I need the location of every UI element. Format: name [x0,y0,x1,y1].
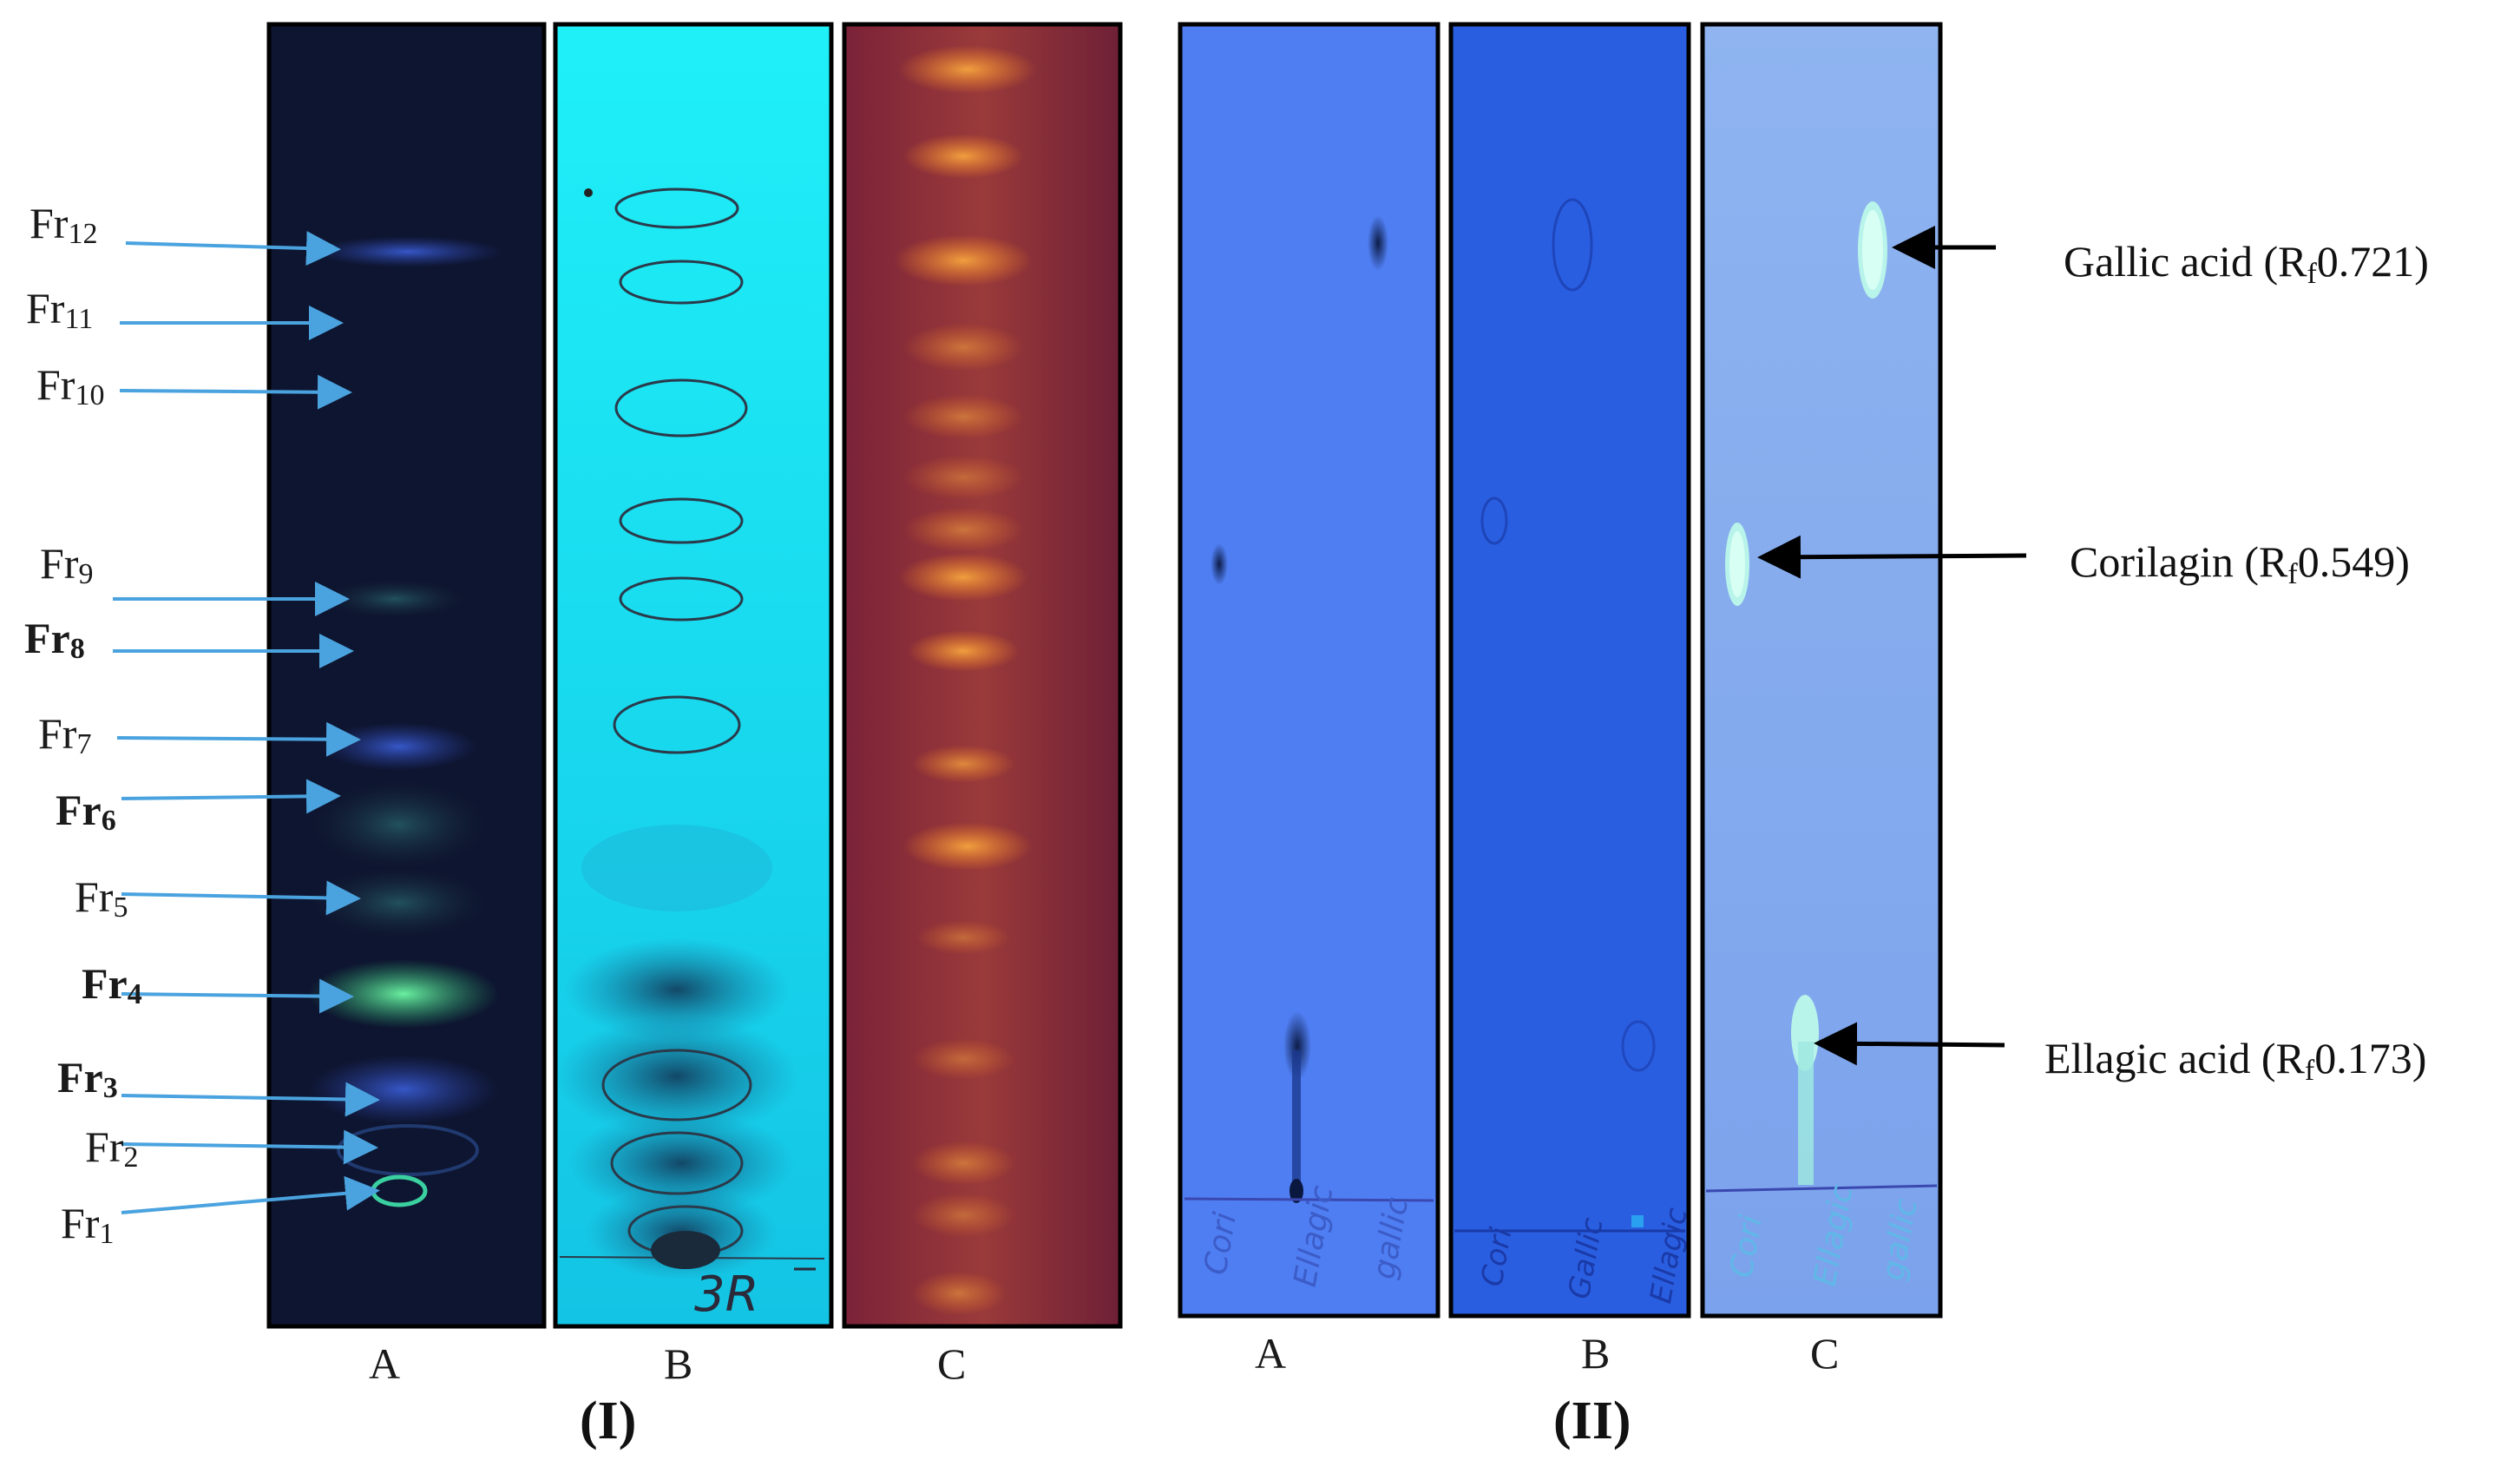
arrow-fr2 [121,1129,378,1165]
plate-II-A: Cori Ellagic gallic [1178,22,1440,1319]
fr6-label: Fr6 [56,786,116,837]
fr8-label: Fr8 [24,614,85,665]
fr4-label: Fr4 [82,959,142,1010]
compound-arrows [1757,226,2027,1066]
fr11-label: Fr11 [26,284,94,335]
arrow-fr6 [121,779,341,814]
arrow-fr10 [119,374,352,410]
arrow-fr3 [121,1082,380,1117]
fr7-label: Fr7 [38,709,92,760]
fr3-label: Fr3 [57,1053,118,1104]
panel-I-label: (I) [580,1391,637,1450]
lane-II-B: B [1581,1329,1611,1378]
arrow-fr1 [121,1175,380,1214]
plate-I-B: 3R [553,22,834,1329]
plate-I-C [842,22,1123,1329]
compound-corilagin: Corilagin (Rf0.549) [2070,537,2410,590]
fr12-label: Fr12 [30,199,98,250]
panel-II-label: (II) [1553,1391,1631,1450]
arrow-ellagic [1814,1022,2005,1066]
lane-I-B: B [664,1339,693,1388]
plate-II-C: Cori Ellagic gallic [1700,22,1943,1319]
fr10-label: Fr10 [36,360,105,411]
plate-II-B: Cori Gallic Ellagic [1448,22,1695,1319]
arrow-fr4 [121,978,354,1014]
plate-I-A [266,22,547,1329]
fr5-label: Fr5 [75,872,128,924]
arrow-fr12 [125,231,341,266]
fr1-label: Fr1 [61,1199,115,1250]
fr9-label: Fr9 [40,539,94,590]
arrow-fr7 [116,721,361,757]
fraction-arrows [113,231,380,1214]
lane-I-A: A [369,1339,401,1388]
lane-I-C: C [937,1339,967,1388]
compound-gallic: Gallic acid (Rf0.721) [2064,237,2429,290]
compound-ellagic: Ellagic acid (Rf0.173) [2044,1034,2427,1087]
fr2-label: Fr2 [85,1122,139,1174]
arrow-corilagin [1757,535,2027,579]
arrow-fr5 [121,880,361,916]
lane-II-C: C [1810,1329,1840,1378]
lane-II-A: A [1255,1329,1287,1378]
plate-mark: 3R [694,1266,759,1323]
